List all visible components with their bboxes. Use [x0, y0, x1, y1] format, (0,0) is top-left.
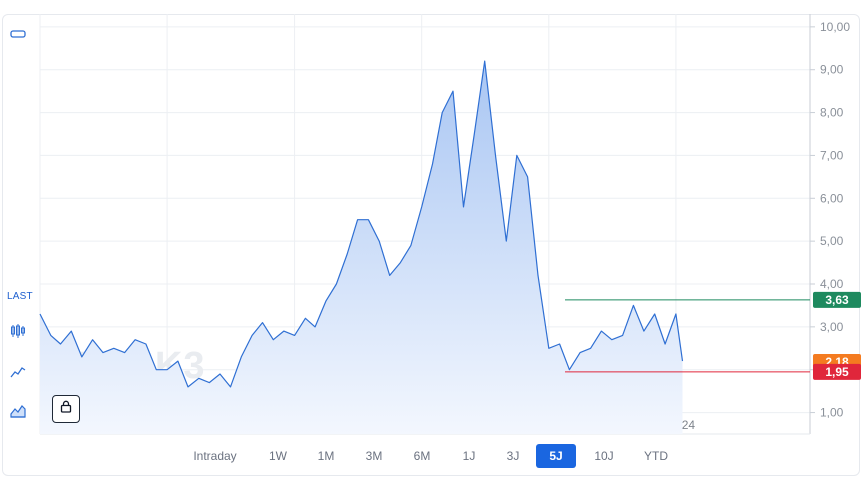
period-button-1w[interactable]: 1W	[269, 449, 287, 463]
period-selector: Intraday 1W 1M 3M 6M 1J 3J 5J 10J YTD	[0, 444, 864, 468]
y-tick-label: 1,00	[820, 406, 844, 420]
price-badge-label: 1,95	[825, 365, 849, 379]
period-button-ytd[interactable]: YTD	[644, 449, 668, 463]
period-button-6m[interactable]: 6M	[413, 449, 431, 463]
period-button-intraday[interactable]: Intraday	[193, 449, 237, 463]
y-tick-label: 6,00	[820, 191, 844, 205]
period-button-5j[interactable]: 5J	[536, 444, 576, 468]
period-button-1m[interactable]: 1M	[317, 449, 335, 463]
line-chart-icon[interactable]	[8, 362, 28, 382]
price-badge-label: 3,63	[825, 293, 849, 307]
price-line	[39, 60, 684, 388]
period-button-1j[interactable]: 1J	[462, 449, 476, 463]
candlestick-icon[interactable]	[8, 321, 28, 341]
y-tick-label: 9,00	[820, 63, 844, 77]
area-chart-icon[interactable]	[8, 401, 28, 421]
y-tick-label: 3,00	[820, 320, 844, 334]
price-area	[40, 61, 683, 434]
period-button-10j[interactable]: 10J	[594, 449, 614, 463]
price-badge	[813, 363, 861, 380]
period-button-3m[interactable]: 3M	[365, 449, 383, 463]
y-tick-label: 4,00	[820, 277, 844, 291]
price-badge	[813, 291, 861, 308]
last-label: LAST	[7, 291, 33, 302]
y-tick-label: 10,00	[820, 20, 850, 34]
y-tick-label: 8,00	[820, 106, 844, 120]
y-tick-label: 5,00	[820, 234, 844, 248]
y-tick-label: 7,00	[820, 148, 844, 162]
lock-button[interactable]	[52, 395, 80, 423]
chart-toolbar: LAST	[0, 0, 40, 434]
period-button-3j[interactable]: 3J	[506, 449, 520, 463]
lock-icon	[60, 400, 72, 418]
rectangle-icon[interactable]	[8, 24, 28, 44]
